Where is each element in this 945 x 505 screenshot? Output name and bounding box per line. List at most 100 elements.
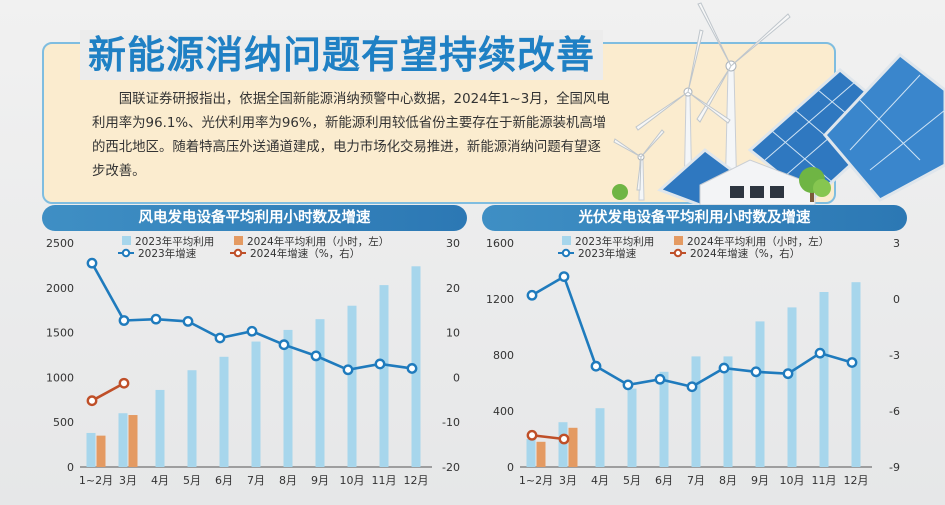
renewable-energy-illustration [612,2,945,205]
y-left-tick-label: 1000 [46,371,74,384]
bar-2023 [691,356,701,467]
bar-2023 [659,371,669,467]
x-tick-label: 6月 [655,474,673,487]
bar-2023 [595,408,605,467]
bar-2023 [558,422,568,467]
growth-2023-point [590,360,602,372]
x-tick-label: 9月 [751,474,769,487]
y-right-tick-label: 10 [446,327,460,340]
bar-2023 [723,356,733,467]
bar-2023 [819,292,829,467]
growth-2023-point [846,357,858,368]
growth-2023-point [342,364,354,376]
growth-2023-point [782,368,794,380]
x-tick-label: 11月 [812,474,837,487]
y-left-tick-label: 2500 [46,237,74,250]
y-right-tick-label: -10 [442,416,460,429]
x-tick-label: 12月 [404,474,429,487]
growth-2023-point [622,379,634,391]
y-left-tick-label: 0 [67,461,74,474]
x-tick-label: 6月 [215,474,233,487]
y-left-tick-label: 0 [507,461,514,474]
y-left-tick-label: 2000 [46,282,74,295]
growth-2024-line [91,382,125,402]
bar-2023 [851,282,861,467]
legend-label: 2024年增速（%，右） [690,247,800,260]
growth-2024-point [118,377,130,389]
bar-2024 [568,427,578,467]
bar-2023 [379,285,389,467]
x-tick-label: 1~2月 [519,474,553,487]
solar-panel-icon [822,52,945,202]
legend-label: 2023年平均利用 [575,235,654,248]
bar-2023 [526,439,536,467]
bar-2023 [283,329,293,467]
page-title: 新能源消纳问题有望持续改善 [80,30,604,80]
intro-paragraph: 国联证券研报指出，依据全国新能源消纳预警中心数据，2024年1~3月，全国风电利… [92,92,610,179]
growth-2023-point [214,332,226,344]
legend-swatch-point-2023 [561,248,571,258]
y-right-tick-label: 0 [893,293,900,306]
growth-2023-point [750,366,762,378]
growth-2023-point [118,315,130,326]
growth-2023-point [86,257,98,269]
legend-label: 2023年增速 [138,247,197,260]
bar-2023 [86,432,96,467]
bar-2023 [219,356,229,467]
y-right-tick-label: 30 [446,237,460,250]
solar-chart-panel: 光伏发电设备平均利用小时数及增速 0 400 800 1200 1600 -9 -6 -3 0 3… [482,205,907,505]
bar-2024 [128,415,138,467]
y-right-tick-label: 3 [893,237,900,250]
x-tick-label: 8月 [279,474,297,487]
building-icon [699,159,816,205]
growth-2023-point [278,339,290,351]
bar-2023 [118,413,128,467]
solar-chart: 0 400 800 1200 1600 -9 -6 -3 0 3 1~2月 3月 4月 5月 6月 7月 8月 9… [486,235,900,487]
growth-2023-point [374,358,386,370]
growth-2024-point [86,395,98,407]
x-tick-label: 3月 [119,474,137,487]
legend-swatch-bar-2023 [122,236,131,245]
y-left-tick-label: 1500 [46,327,74,340]
x-tick-label: 8月 [719,474,737,487]
y-left-tick-label: 500 [53,416,74,429]
x-tick-label: 4月 [591,474,609,487]
y-left-tick-label: 1200 [486,293,514,306]
wind-chart-title: 风电发电设备平均利用小时数及增速 [42,205,467,231]
wind-turbine-icon [613,129,665,201]
y-right-tick-label: 0 [453,371,460,384]
bar-2023 [787,307,797,467]
y-right-tick-label: 20 [446,282,460,295]
growth-2023-point [718,362,730,374]
x-tick-label: 4月 [151,474,169,487]
growth-2023-point [246,325,258,337]
y-right-tick-label: -20 [442,461,460,474]
legend-label: 2024年平均利用（小时，左） [247,235,389,248]
legend-label: 2024年平均利用（小时，左） [687,235,829,248]
growth-2023-point [686,381,698,393]
x-tick-label: 5月 [183,474,201,487]
legend-label: 2023年平均利用 [135,235,214,248]
bar-2023 [155,389,165,467]
growth-2024-point [526,429,538,441]
solar-chart-title: 光伏发电设备平均利用小时数及增速 [482,205,907,231]
x-tick-label: 1~2月 [79,474,113,487]
x-tick-label: 12月 [844,474,869,487]
y-left-tick-label: 1600 [486,237,514,250]
y-left-tick-label: 800 [493,349,514,362]
legend-swatch-point-2023 [121,248,131,258]
x-tick-label: 5月 [623,474,641,487]
bar-2023 [347,305,357,467]
x-tick-label: 9月 [311,474,329,487]
y-right-tick-label: -3 [889,349,900,362]
bar-2023 [315,319,325,467]
x-tick-label: 7月 [247,474,265,487]
bar-2023 [187,370,197,467]
legend-swatch-point-2024 [673,248,683,258]
legend-swatch-bar-2024 [234,236,243,245]
growth-2023-point [150,313,162,325]
growth-2024-point [558,433,570,445]
bar-2024 [96,435,106,467]
x-tick-label: 7月 [687,474,705,487]
